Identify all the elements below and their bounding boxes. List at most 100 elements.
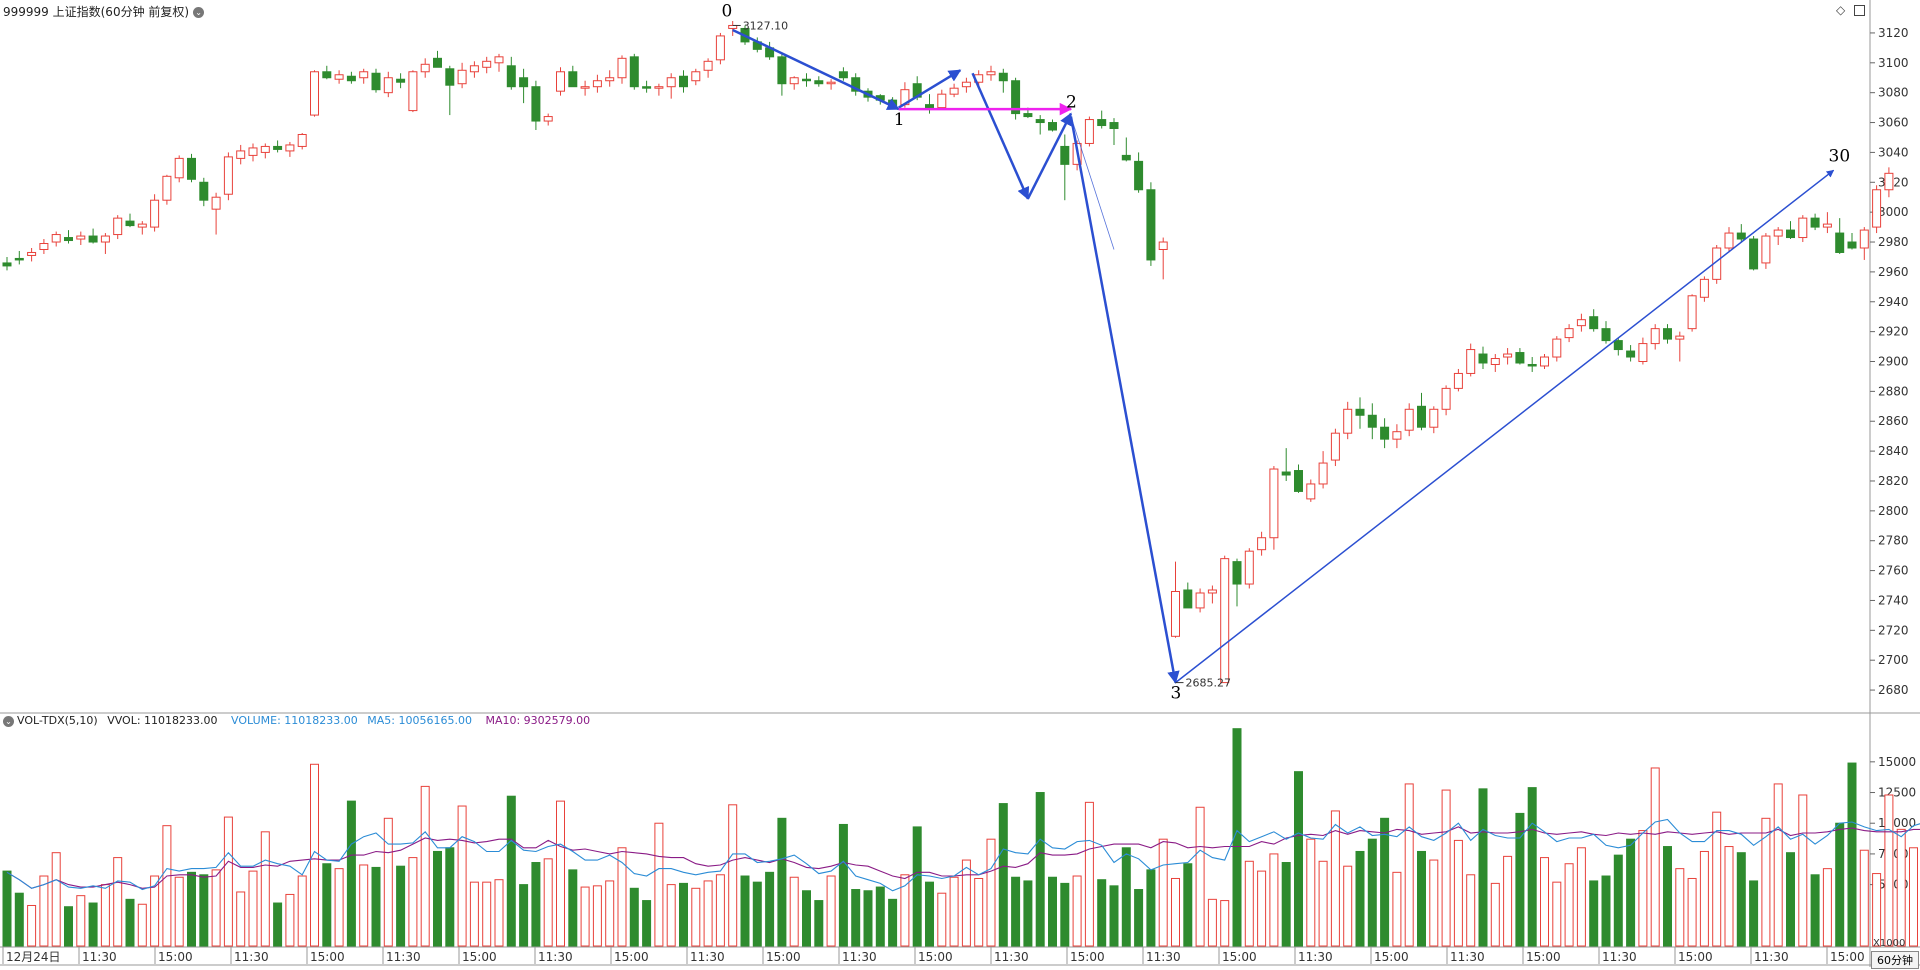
candle-body [543,116,553,122]
volume-bar [1232,728,1242,947]
candle-body [1429,408,1439,428]
volume-bar [88,902,98,947]
x-tick-label: 12月24日 [6,950,61,964]
candle-body [838,71,848,79]
volume-bar [789,876,799,947]
volume-bar [1699,850,1709,947]
volume-bar [1306,838,1316,947]
volume-bar [974,877,984,947]
candle-body [457,69,467,85]
volume-bar [1810,874,1820,947]
volume-bar [605,880,615,947]
candle-body [100,235,110,243]
volume-bar [580,886,590,947]
volume-bar [802,890,811,947]
price-tick-label: 2720 [1878,623,1909,637]
candle-body [961,81,971,88]
candle-body [1380,426,1390,440]
candle-body [1576,319,1586,327]
volume-bar [1269,853,1279,947]
volume-bar [1527,787,1537,947]
volume-bar [51,852,61,947]
volume-bar [150,875,160,947]
ma5-line [6,818,1920,892]
candle-body [1158,241,1168,250]
wave-line [732,28,900,111]
candle-body [2,262,12,267]
volume-bar [1011,876,1021,947]
candle-body [1699,278,1709,298]
candle-body [1183,589,1193,609]
x-tick-label: 11:30 [1602,950,1637,964]
volume-bar [1453,839,1463,947]
volume-multiplier: X1000 [1873,938,1906,949]
volume-bar [1663,846,1672,947]
candle-body [408,71,418,112]
volume-bar [765,871,775,947]
candle-body [679,75,688,88]
volume-bar [162,825,172,947]
volume-bar [1736,852,1746,947]
candle-body [1749,238,1759,270]
price-annotation: 3127.10 [743,19,789,32]
volume-bar [1367,838,1377,947]
volume-bar [433,850,442,947]
volume-bar [359,864,369,947]
price-tick-label: 2800 [1878,504,1909,518]
wave-label: 2 [1066,93,1077,113]
volume-bar [1773,783,1783,947]
price-tick-label: 3080 [1878,86,1909,100]
candle-body [789,77,799,85]
volume-bar [64,906,73,947]
volume-bar [1417,850,1426,947]
volume-bar [1343,865,1353,947]
layout-icon[interactable] [1854,5,1866,16]
candle-body [1048,122,1057,131]
price-tick-label: 2760 [1878,564,1909,578]
volume-bar [137,903,147,947]
price-tick-label: 2880 [1878,384,1909,398]
volume-bar [1822,868,1832,947]
x-tick-label: 15:00 [614,950,649,964]
volume-bar [2,870,12,947]
x-tick-label: 15:00 [158,950,193,964]
x-tick-label: 15:00 [766,950,801,964]
candle-body [1822,223,1832,228]
volume-tick-label: 15000 [1878,755,1916,769]
candle-body [949,87,959,95]
dropdown-toggle-icon[interactable]: ⌄ [193,7,205,18]
candle-body [14,257,24,261]
price-tick-label: 2840 [1878,444,1909,458]
price-tick-label: 3060 [1878,116,1909,130]
x-tick-label: 11:30 [234,950,269,964]
candle-body [1269,468,1279,539]
volume-bar [519,884,529,947]
volume-bar [457,805,467,947]
price-tick-label: 2960 [1878,265,1909,279]
volume-bar [1220,900,1230,947]
volume-bar [1478,788,1488,947]
volume-toggle-icon[interactable]: ⌄ [3,715,14,727]
x-tick-label: 11:30 [82,950,117,964]
volume-bar [1121,847,1131,947]
x-tick-label: 11:30 [690,950,725,964]
volume-bar [469,881,479,947]
price-tick-label: 2740 [1878,593,1909,607]
x-tick-label: 11:30 [994,950,1029,964]
diamond-icon[interactable]: ◇ [1836,3,1846,17]
candle-body [248,147,258,156]
candle-body [150,199,160,228]
candle-body [1207,589,1217,594]
volume-bar [1195,806,1205,947]
volume-bar [1134,889,1144,947]
wave-line [1069,116,1180,684]
volume-bar [826,875,836,947]
volume-bar [1183,863,1193,947]
period-button[interactable]: 60分钟 [1871,951,1919,969]
candle-body [568,71,578,88]
candle-body [1601,328,1611,342]
volume-bar [174,876,184,947]
wave-label: 1 [894,110,905,130]
